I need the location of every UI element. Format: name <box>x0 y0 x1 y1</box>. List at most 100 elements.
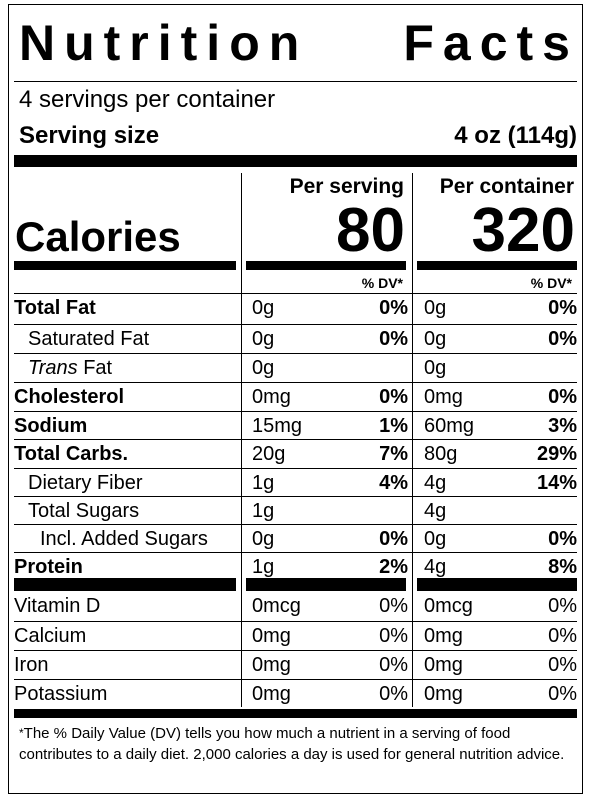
nutrient-name: Total Fat <box>14 297 96 319</box>
container-percent: 0% <box>548 297 577 319</box>
serving-amount: 0mg <box>252 386 291 408</box>
title-divider <box>14 81 577 82</box>
container-percent: 0% <box>548 386 577 408</box>
row-divider <box>14 650 577 651</box>
serving-amount: 0g <box>252 328 275 350</box>
row-divider <box>14 353 577 354</box>
container-amount: 0g <box>424 297 447 319</box>
serving-percent: 1% <box>379 415 408 437</box>
container-percent: 0% <box>548 654 577 676</box>
container-amount: 0mg <box>424 625 463 647</box>
container-amount: 0mg <box>424 654 463 676</box>
container-amount: 4g <box>424 472 447 494</box>
container-amount: 0mg <box>424 386 463 408</box>
row-divider <box>14 411 577 412</box>
nutrient-row-protein: Protein 1g 2% 4g 8% <box>14 553 577 582</box>
row-divider <box>14 293 577 294</box>
container-amount: 4g <box>424 500 447 522</box>
calories-label: Calories <box>15 213 181 260</box>
label-title: Nutrition Facts <box>19 7 579 79</box>
serving-amount: 0g <box>252 528 275 550</box>
row-divider <box>14 621 577 622</box>
nutrient-row-total-fat: Total Fat 0g 0% 0g 0% <box>14 294 577 323</box>
container-percent: 0% <box>548 625 577 647</box>
footnote-text: The % Daily Value (DV) tells you how muc… <box>19 725 565 763</box>
serving-amount: 0mg <box>252 625 291 647</box>
nutrient-row-total-carbs: Total Carbs. 20g 7% 80g 29% <box>14 440 577 469</box>
vitamin-name: Potassium <box>14 683 108 705</box>
nutrient-row-dietary-fiber: Dietary Fiber 1g 4% 4g 14% <box>14 469 577 498</box>
container-percent: 3% <box>548 415 577 437</box>
dv-header-container: % DV* <box>530 275 572 291</box>
vitamin-row-vitamin-d: Vitamin D 0mcg 0% 0mcg 0% <box>14 592 577 621</box>
container-amount: 4g <box>424 556 447 578</box>
nutrient-name: Protein <box>14 556 83 578</box>
vitamin-name: Vitamin D <box>14 595 101 617</box>
container-percent: 14% <box>536 472 577 494</box>
calories-per-container: 320 <box>471 196 575 265</box>
container-percent: 0% <box>548 683 577 705</box>
serving-amount: 20g <box>252 443 286 465</box>
vitamin-row-potassium: Potassium 0mg 0% 0mg 0% <box>14 680 577 709</box>
row-divider <box>14 496 577 497</box>
row-divider <box>14 324 577 325</box>
serving-percent: 0% <box>379 386 408 408</box>
nutrient-name: Total Sugars <box>28 500 140 522</box>
daily-value-footnote: *The % Daily Value (DV) tells you how mu… <box>19 723 577 765</box>
container-percent: 0% <box>548 528 577 550</box>
table-divider-1 <box>241 273 242 707</box>
serving-percent: 0% <box>379 683 408 705</box>
serving-amount: 0g <box>252 357 275 379</box>
nutrient-name: Dietary Fiber <box>28 472 143 494</box>
serving-percent: 0% <box>379 528 408 550</box>
vitamin-bar-left <box>14 578 236 591</box>
servings-per-container: 4 servings per container <box>19 86 276 113</box>
container-amount: 0g <box>424 328 447 350</box>
container-amount: 0mcg <box>424 595 473 617</box>
container-amount: 80g <box>424 443 458 465</box>
serving-percent: 0% <box>379 595 408 617</box>
row-divider <box>14 439 577 440</box>
table-divider-2 <box>412 273 413 707</box>
serving-percent: 4% <box>379 472 408 494</box>
container-amount: 60mg <box>424 415 475 437</box>
calories-bar-right <box>417 261 577 270</box>
serving-percent: 0% <box>379 297 408 319</box>
container-amount: 0g <box>424 357 447 379</box>
row-divider <box>14 679 577 680</box>
serving-percent: 7% <box>379 443 408 465</box>
row-divider <box>14 524 577 525</box>
serving-amount: 15mg <box>252 415 303 437</box>
vitamin-bar-middle <box>246 578 406 591</box>
title-word-nutrition: Nutrition <box>19 15 309 71</box>
nutrient-name: Sodium <box>14 415 88 437</box>
serving-percent: 0% <box>379 328 408 350</box>
nutrient-name: Cholesterol <box>14 386 125 408</box>
serving-size-label: Serving size <box>19 122 160 149</box>
calories-bar-left <box>14 261 236 270</box>
vitamin-row-iron: Iron 0mg 0% 0mg 0% <box>14 651 577 680</box>
dv-header-serving: % DV* <box>361 275 403 291</box>
container-percent: 8% <box>548 556 577 578</box>
serving-percent: 2% <box>379 556 408 578</box>
calories-divider-1 <box>241 173 242 273</box>
nutrient-row-cholesterol: Cholesterol 0mg 0% 0mg 0% <box>14 383 577 412</box>
serving-percent: 0% <box>379 625 408 647</box>
nutrient-name: Trans Fat <box>28 354 112 383</box>
serving-amount: 0g <box>252 297 275 319</box>
container-amount: 0mg <box>424 683 463 705</box>
nutrient-name: Incl. Added Sugars <box>40 528 208 550</box>
footnote-bar <box>14 709 577 718</box>
nutrient-row-sodium: Sodium 15mg 1% 60mg 3% <box>14 412 577 441</box>
container-amount: 0g <box>424 528 447 550</box>
container-percent: 29% <box>536 443 577 465</box>
calories-per-serving: 80 <box>336 196 405 265</box>
container-percent: 0% <box>548 595 577 617</box>
title-word-facts: Facts <box>403 15 579 71</box>
calories-divider-2 <box>412 173 413 273</box>
nutrient-row-trans-fat: Trans Fat 0g 0g <box>14 354 577 383</box>
serving-amount: 0mcg <box>252 595 301 617</box>
serving-amount: 0mg <box>252 683 291 705</box>
serving-size-value: 4 oz (114g) <box>454 122 577 149</box>
nutrient-name-rest: Fat <box>77 357 113 379</box>
